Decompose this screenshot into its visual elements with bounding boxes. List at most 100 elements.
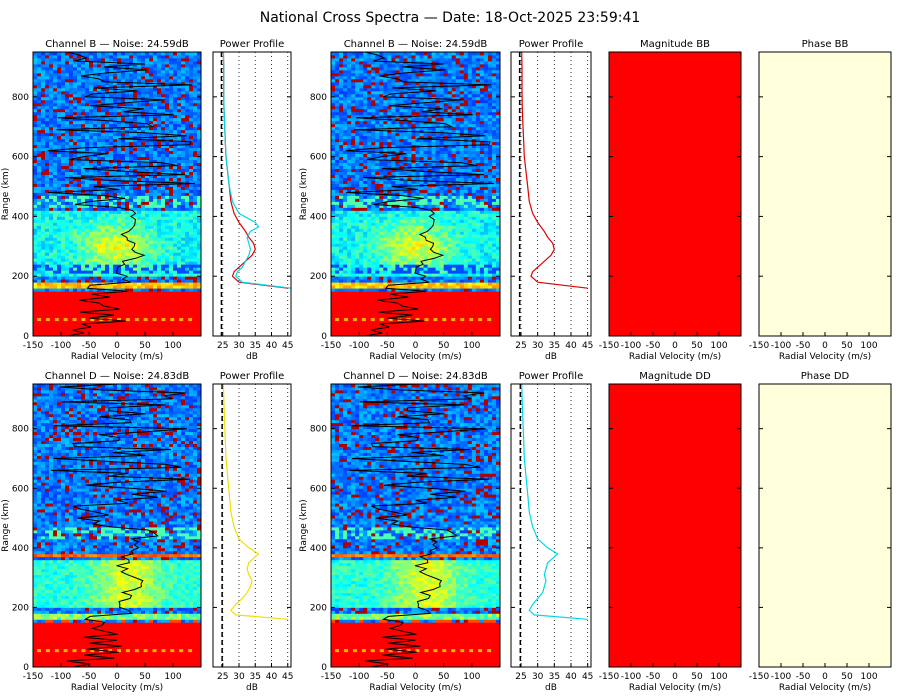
heatmap-cell [161,285,166,289]
heatmap-cell [189,216,194,220]
heatmap-cell [45,81,50,86]
heatmap-cell [37,294,42,298]
heatmap-cell [157,291,162,295]
heatmap-cell [157,300,162,304]
heatmap-cell [169,234,174,238]
heatmap-cell [105,111,110,116]
heatmap-cell [467,315,473,319]
heatmap-cell [37,54,42,59]
heatmap-cell [145,258,150,262]
heatmap-cell [85,132,90,137]
heatmap-cell [185,267,190,271]
heatmap-cell [185,315,190,319]
heatmap-cell [153,189,158,193]
heatmap-cell [97,276,102,280]
heatmap-cell [141,222,146,226]
heatmap-cell [153,225,158,229]
heatmap-cell [467,270,473,274]
heatmap-cell [177,141,182,146]
heatmap-cell [85,90,90,95]
heatmap-cell [197,165,202,169]
heatmap-cell [407,297,412,301]
heatmap-cell [181,207,186,211]
heatmap-cell [197,291,202,295]
heatmap-cell [53,267,58,271]
heatmap-cell [435,270,441,274]
heatmap-cell [129,111,134,116]
heatmap-cell [129,312,134,316]
heatmap-cell [101,270,106,274]
prof-b-1-xlabel: dB [246,352,258,362]
heatmap-cell [93,180,98,184]
heatmap-cell [49,306,54,310]
heatmap-cell [431,279,437,283]
heatmap-cell [157,261,162,265]
heatmap-cell [121,240,126,244]
heatmap-cell [185,177,190,181]
heatmap-cell [367,330,372,334]
heatmap-cell [177,81,182,86]
heatmap-cell [57,108,62,113]
heatmap-cell [101,180,106,184]
heatmap-cell [153,294,158,298]
heatmap-cell [189,222,194,226]
heatmap-cell [347,303,352,307]
heatmap-cell [177,258,182,262]
heatmap-cell [49,288,54,292]
heatmap-cell [33,243,38,247]
heatmap-cell [61,255,66,259]
heatmap-cell [363,324,368,328]
heatmap-cell [169,276,174,280]
heatmap-cell [495,312,501,316]
heatmap-cell [37,138,42,143]
heatmap-cell [125,243,130,247]
heatmap-cell [77,183,82,187]
heatmap-cell [173,324,178,328]
heatmap-cell [467,303,473,307]
heatmap-cell [49,150,54,155]
heatmap-cell [121,126,126,131]
heatmap-cell [81,321,86,325]
heatmap-cell [97,93,102,98]
heatmap-cell [97,117,102,122]
heatmap-cell [177,52,182,56]
heatmap-cell [185,144,190,149]
heatmap-cell [53,171,58,175]
heatmap-cell [491,309,497,313]
heatmap-cell [125,123,130,128]
heatmap-cell [37,141,42,146]
heatmap-cell [37,213,42,217]
red-zone-dash [170,318,175,322]
heatmap-cell [169,315,174,319]
heatmap-cell [185,147,190,152]
heatmap-cell [41,318,46,322]
heatmap-cell [129,324,134,328]
heatmap-cell [419,315,424,319]
heatmap-cell [189,249,194,253]
heatmap-cell [121,120,126,125]
heatmap-cell [165,186,170,190]
heatmap-cell [45,201,50,205]
heatmap-cell [487,273,493,277]
heatmap-cell [161,288,166,292]
heatmap-cell [69,270,74,274]
heatmap-cell [81,87,86,92]
heatmap-cell [141,129,146,134]
heatmap-cell [33,135,38,140]
heatmap-cell [41,297,46,301]
heatmap-cell [81,114,86,119]
heatmap-cell [419,270,424,274]
heatmap-cell [197,312,202,316]
heatmap-cell [117,303,122,307]
heatmap-cell [57,246,62,250]
heatmap-cell [197,168,202,172]
heatmap-cell [169,126,174,131]
heatmap-cell [121,285,126,289]
heatmap-cell [121,231,126,235]
heatmap-cell [49,189,54,193]
heatmap-cell [459,333,465,337]
heatmap-cell [109,66,114,71]
heatmap-cell [355,273,360,277]
heatmap-cell [387,303,392,307]
heatmap-cell [157,219,162,223]
